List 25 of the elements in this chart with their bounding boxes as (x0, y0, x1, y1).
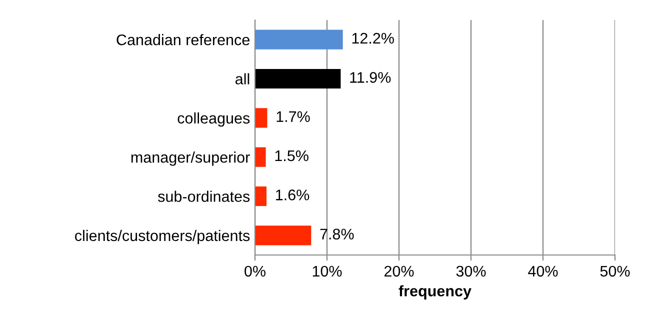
y-tick-label: Canadian reference (116, 34, 250, 46)
bar (255, 147, 266, 167)
bar (255, 30, 343, 50)
x-tick-label: 0% (244, 266, 266, 277)
y-tick-label: clients/customers/patients (75, 230, 250, 244)
x-tick-label: 30% (456, 266, 486, 277)
y-tick-label: colleagues (178, 112, 250, 127)
x-axis-title: frequency (398, 285, 472, 300)
bar (255, 108, 268, 128)
y-tick-label: manager/superior (131, 152, 250, 166)
x-tick-label: 40% (528, 266, 558, 277)
data-label: 1.5% (275, 150, 308, 162)
y-tick-label: sub-ordinates (158, 190, 250, 202)
data-label: 1.6% (276, 190, 310, 200)
x-tick-label: 50% (600, 266, 630, 277)
x-tick-label: 10% (312, 266, 342, 277)
data-label: 11.9% (350, 72, 391, 83)
x-tick-label: 20% (384, 266, 414, 277)
y-tick-label: all (236, 73, 250, 84)
bar (255, 226, 312, 246)
data-label: 1.7% (276, 111, 310, 122)
data-label: 12.2% (352, 32, 394, 44)
data-label: 7.8% (320, 228, 354, 240)
bar (255, 68, 341, 89)
bar (255, 186, 267, 206)
